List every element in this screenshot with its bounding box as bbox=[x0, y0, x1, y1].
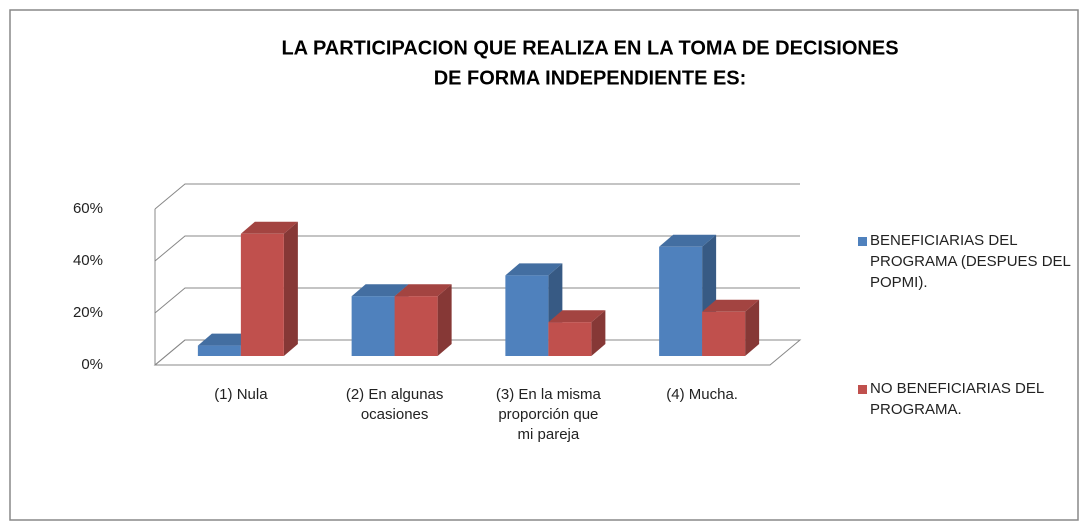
back-wall bbox=[185, 184, 800, 340]
x-tick-label: (1) Nula bbox=[214, 386, 268, 403]
legend-swatch bbox=[858, 237, 867, 246]
legend-label: BENEFICIARIAS DEL PROGRAMA (DESPUES DEL … bbox=[870, 232, 1071, 291]
bar-top bbox=[351, 284, 409, 297]
grid-line bbox=[154, 235, 800, 262]
bar bbox=[351, 296, 395, 356]
bar-top bbox=[548, 310, 606, 323]
x-tick-label: (3) En la misma proporción que mi pareja bbox=[495, 386, 601, 443]
legend-label: NO BENEFICIARIAS DEL PROGRAMA. bbox=[870, 380, 1044, 418]
bar-side bbox=[437, 284, 452, 356]
bar-top bbox=[659, 234, 717, 247]
bar bbox=[394, 296, 438, 356]
chart-title: DE FORMA INDEPENDIENTE ES: bbox=[434, 67, 747, 89]
bar bbox=[197, 345, 241, 356]
bar bbox=[548, 322, 592, 356]
bar bbox=[240, 233, 284, 356]
bar-side bbox=[745, 299, 760, 356]
y-tick-label: 60% bbox=[73, 200, 103, 217]
bar-top bbox=[197, 333, 255, 346]
y-tick-label: 0% bbox=[81, 356, 103, 373]
bar bbox=[505, 275, 549, 356]
bar bbox=[702, 311, 746, 356]
bar-side bbox=[591, 310, 606, 356]
grid-line bbox=[154, 183, 800, 210]
x-tick-label: (4) Mucha. bbox=[666, 386, 738, 403]
bar bbox=[659, 246, 703, 356]
bar-top bbox=[240, 221, 298, 234]
bar-side bbox=[283, 221, 298, 356]
bar-top bbox=[702, 299, 760, 312]
legend-swatch bbox=[858, 385, 867, 394]
bar-top bbox=[505, 263, 563, 276]
y-tick-label: 20% bbox=[73, 304, 103, 321]
chart-title: LA PARTICIPACION QUE REALIZA EN LA TOMA … bbox=[281, 37, 898, 59]
grid-line bbox=[154, 287, 800, 314]
y-tick-label: 40% bbox=[73, 252, 103, 269]
bar-top bbox=[394, 284, 452, 297]
x-tick-label: (2) En algunas ocasiones bbox=[345, 386, 444, 423]
